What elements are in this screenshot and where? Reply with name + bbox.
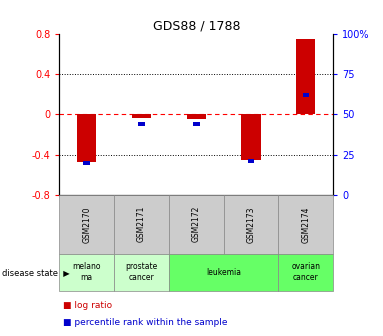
Bar	[83, 161, 90, 165]
Title: GDS88 / 1788: GDS88 / 1788	[152, 19, 240, 33]
Bar	[296, 39, 316, 114]
Text: ■ log ratio: ■ log ratio	[63, 301, 112, 310]
Text: ovarian
cancer: ovarian cancer	[291, 262, 320, 282]
Bar	[77, 114, 97, 162]
Text: melano
ma: melano ma	[72, 262, 101, 282]
Bar	[241, 114, 261, 160]
Bar	[193, 122, 200, 126]
Text: GSM2173: GSM2173	[247, 206, 255, 243]
Text: GSM2172: GSM2172	[192, 206, 201, 243]
Text: GSM2174: GSM2174	[301, 206, 310, 243]
Text: GSM2171: GSM2171	[137, 206, 146, 243]
Text: disease state  ▶: disease state ▶	[2, 268, 70, 277]
Bar	[303, 93, 309, 97]
Bar	[187, 114, 206, 119]
Text: GSM2170: GSM2170	[82, 206, 91, 243]
Text: leukemia: leukemia	[206, 268, 241, 277]
Text: prostate
cancer: prostate cancer	[125, 262, 158, 282]
Bar	[138, 122, 145, 126]
Bar	[248, 159, 254, 163]
Text: ■ percentile rank within the sample: ■ percentile rank within the sample	[63, 318, 228, 327]
Bar	[132, 114, 151, 118]
